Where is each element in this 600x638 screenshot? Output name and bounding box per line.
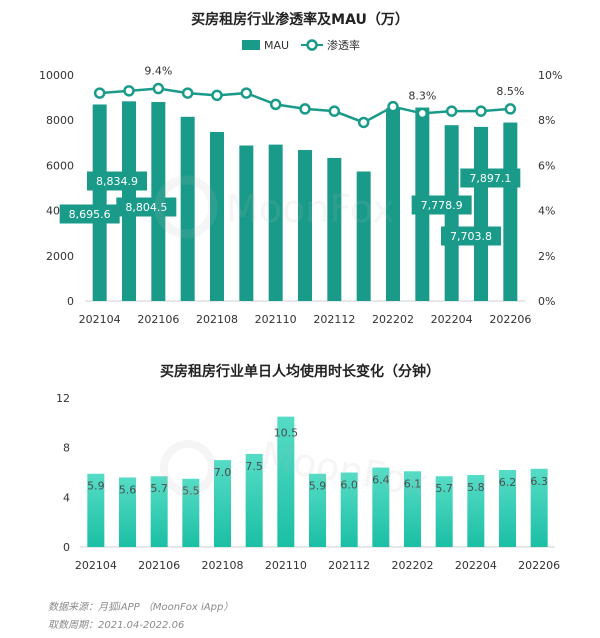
- chart1-y-right-tick: 6%: [538, 159, 555, 172]
- chart1-title: 买房租房行业渗透率及MAU（万）: [191, 11, 409, 28]
- chart1-y-left-tick: 0: [67, 295, 74, 308]
- penetration-point-202108: [213, 91, 222, 100]
- chart1-x-tick: 202204: [431, 313, 473, 326]
- chart1-legend: MAU 渗透率: [242, 38, 360, 52]
- penetration-point-202106: [154, 84, 163, 93]
- duration-value-label: 5.7: [435, 482, 453, 495]
- chart1-x-tick: 202112: [313, 313, 355, 326]
- penetration-point-202110: [271, 100, 280, 109]
- penetration-value-label: 9.4%: [144, 65, 172, 78]
- mau-bar-202107: [181, 117, 195, 301]
- duration-value-label: 5.6: [119, 483, 137, 496]
- chart2-x-tick: 202112: [328, 559, 370, 572]
- chart1-x-tick: 202202: [372, 313, 414, 326]
- penetration-point-202205: [477, 107, 486, 116]
- chart2-x-tick: 202202: [392, 559, 434, 572]
- legend-mau-label: MAU: [264, 39, 289, 52]
- penetration-point-202111: [301, 104, 310, 113]
- chart1-x-tick: 202108: [196, 313, 238, 326]
- penetration-point-202109: [242, 89, 251, 98]
- penetration-point-202201: [359, 118, 368, 127]
- chart2-x-tick: 202104: [75, 559, 117, 572]
- chart1-x-tick: 202206: [489, 313, 531, 326]
- penetration-point-202112: [330, 107, 339, 116]
- chart2-y-tick: 12: [56, 392, 70, 405]
- penetration-value-label: 8.5%: [496, 85, 524, 98]
- watermark-bottom: MoonFox: [164, 433, 431, 506]
- duration-value-label: 6.3: [530, 475, 548, 488]
- chart2-x-tick: 202206: [518, 559, 560, 572]
- penetration-point-202104: [95, 89, 104, 98]
- chart2-y-tick: 8: [63, 442, 70, 455]
- penetration-point-202202: [389, 102, 398, 111]
- chart1-y-right-tick: 10%: [538, 69, 562, 82]
- duration-value-label: 6.2: [499, 476, 517, 489]
- mau-value-label: 8,695.6: [69, 208, 111, 221]
- chart1-y-right-tick: 0%: [538, 295, 555, 308]
- chart1-y-left-tick: 2000: [46, 250, 74, 263]
- chart2-y-tick: 0: [63, 541, 70, 554]
- legend-mau-swatch: [242, 40, 260, 50]
- chart1-y-right-tick: 2%: [538, 250, 555, 263]
- chart2-x-tick: 202110: [265, 559, 307, 572]
- penetration-value-label: 8.3%: [408, 89, 436, 102]
- chart1-x-tick: 202104: [79, 313, 121, 326]
- duration-value-label: 5.8: [467, 481, 485, 494]
- mau-bar-202205: [474, 127, 488, 301]
- footer-period: 取数周期：2021.04-2022.06: [48, 619, 184, 631]
- legend-rate-label: 渗透率: [327, 38, 360, 52]
- penetration-point-202203: [418, 109, 427, 118]
- chart2-y-tick: 4: [63, 491, 70, 504]
- chart1-y-right-tick: 8%: [538, 114, 555, 127]
- duration-value-label: 7.0: [214, 466, 232, 479]
- chart1-y-left-tick: 8000: [46, 114, 74, 127]
- mau-value-label: 7,703.8: [450, 230, 492, 243]
- chart2-x-tick: 202204: [455, 559, 497, 572]
- chart1-x-tick: 202106: [137, 313, 179, 326]
- chart2-x-tick: 202108: [202, 559, 244, 572]
- footer-source: 数据来源：月狐iAPP （MoonFox iApp）: [48, 601, 233, 613]
- chart1-y-right-tick: 4%: [538, 205, 555, 218]
- mau-value-label: 8,834.9: [96, 175, 138, 188]
- chart1-x-tick: 202110: [255, 313, 297, 326]
- legend-rate-marker: [308, 41, 317, 50]
- penetration-point-202206: [506, 104, 515, 113]
- penetration-point-202204: [447, 107, 456, 116]
- penetration-point-202107: [183, 89, 192, 98]
- mau-value-label: 7,778.9: [421, 199, 463, 212]
- chart1-y-left-tick: 10000: [39, 69, 74, 82]
- watermark-top-text: MoonFox: [226, 187, 394, 231]
- chart2-x-tick: 202106: [138, 559, 180, 572]
- mau-value-label: 7,897.1: [469, 172, 511, 185]
- mau-bar-202206: [503, 123, 517, 301]
- chart2-title: 买房租房行业单日人均使用时长变化（分钟）: [160, 363, 440, 380]
- chart-mau-penetration: 买房租房行业渗透率及MAU（万） MAU 渗透率 020004000600080…: [39, 11, 562, 326]
- chart1-y-left-tick: 6000: [46, 159, 74, 172]
- duration-value-label: 5.9: [87, 480, 105, 493]
- report-figure: 买房租房行业渗透率及MAU（万） MAU 渗透率 020004000600080…: [0, 0, 600, 638]
- penetration-point-202105: [125, 86, 134, 95]
- mau-bar-202104: [93, 104, 107, 301]
